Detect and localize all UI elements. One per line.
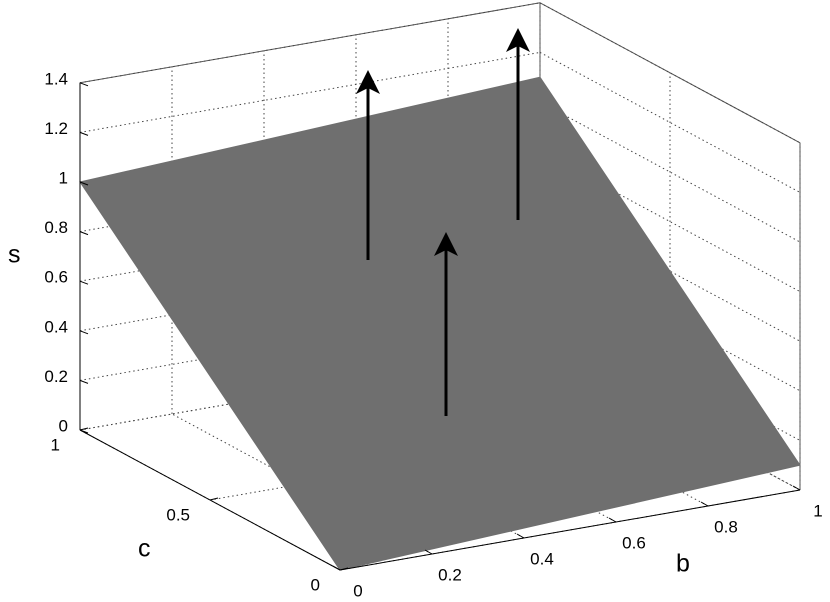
z-tick-label: 0.8: [44, 218, 68, 237]
grid-line: [79, 349, 541, 431]
axes-labels: s c b 00.20.40.60.811.21.400.5100.20.40.…: [8, 69, 823, 600]
z-tick: [79, 280, 89, 285]
y-tick-label: 0.5: [166, 505, 190, 524]
y-tick: [209, 497, 219, 501]
z-tick-label: 1: [59, 168, 68, 187]
z-tick: [79, 181, 89, 186]
z-axis-label: s: [8, 241, 21, 269]
z-tick: [79, 82, 89, 87]
arrows: [356, 28, 530, 416]
z-tick: [79, 429, 89, 434]
x-tick-label: 0.2: [438, 565, 462, 584]
z-tick: [79, 330, 89, 335]
x-tick: [608, 517, 617, 523]
x-tick: [424, 549, 433, 555]
surface-cell: [79, 76, 801, 571]
z-tick: [79, 131, 89, 136]
grid-line: [79, 299, 541, 381]
z-tick: [79, 231, 89, 236]
x-tick: [516, 533, 525, 539]
z-tick-label: 0: [59, 416, 68, 435]
z-tick-label: 0.4: [44, 317, 68, 336]
z-tick-label: 0.2: [44, 367, 68, 386]
z-tick-label: 0.6: [44, 268, 68, 287]
y-tick: [339, 567, 349, 571]
x-tick-label: 1: [813, 501, 822, 520]
x-tick: [792, 485, 801, 491]
y-tick-label: 0: [311, 575, 320, 594]
grid-line: [79, 51, 541, 133]
y-tick: [79, 427, 89, 431]
y-axis-label: c: [138, 535, 151, 563]
x-tick-label: 0.6: [622, 533, 646, 552]
grid-line: [79, 250, 541, 332]
x-tick-label: 0: [353, 581, 362, 600]
x-tick-label: 0.4: [530, 549, 554, 568]
z-tick-label: 1.4: [44, 69, 68, 88]
x-tick: [332, 565, 341, 571]
z-tick: [79, 379, 89, 384]
x-tick-label: 0.8: [714, 517, 738, 536]
x-axis-line: [339, 489, 801, 571]
surface-layer: [79, 76, 801, 571]
grid-line: [79, 2, 541, 84]
x-tick: [700, 501, 709, 507]
x-axis-label: b: [676, 550, 690, 578]
y-tick-label: 1: [51, 435, 60, 454]
z-tick-label: 1.2: [44, 119, 68, 138]
